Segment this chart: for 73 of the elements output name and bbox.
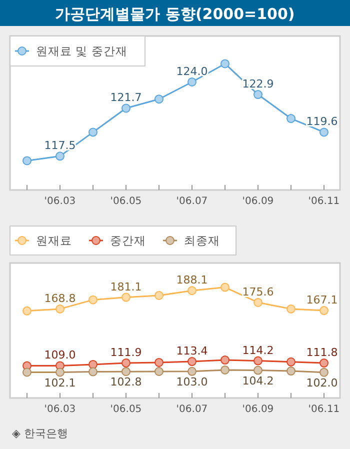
data-label: 117.5 [44,139,76,152]
point [286,304,296,314]
point [254,298,262,307]
data-label: 109.0 [44,348,76,362]
point [122,358,130,368]
data-label: 103.0 [176,375,208,388]
point [122,367,130,376]
point [88,128,98,137]
point [56,368,64,377]
x-tick-label: '06.09 [242,196,274,207]
point [220,282,230,292]
data-label: 167.1 [306,294,338,307]
data-label: 102.8 [110,376,142,389]
legend-label: 중간재 [110,234,146,248]
point [286,114,296,124]
data-label: 102.1 [44,376,76,390]
data-label: 181.1 [110,280,142,294]
point [286,366,296,376]
point [320,128,328,137]
data-label: 111.8 [306,346,338,360]
point [88,367,98,376]
point [22,306,32,316]
data-label: 102.0 [306,376,338,390]
text: ◈ 한국은행 [12,427,68,440]
point [56,304,64,314]
x-tick-label: '06.11 [308,404,340,415]
point [154,358,164,367]
x-tick-label: '06.07 [176,196,208,207]
point [56,152,64,161]
point [154,366,164,376]
point [188,286,196,296]
point [286,357,296,366]
data-label: 175.6 [242,285,274,298]
point [220,365,230,374]
point [220,356,230,365]
legend-label: 최종재 [184,234,220,248]
data-label: 121.7 [110,91,142,104]
point [22,368,32,377]
point [220,59,230,68]
point [254,366,262,375]
point [88,360,98,369]
x-tick-label: '06.05 [110,404,142,415]
chart-title: 가공단계별물가 동향(2000=100) [55,5,295,23]
point [122,104,130,113]
data-label: 124.0 [176,64,208,78]
point [22,156,32,166]
x-tick-label: '06.11 [308,196,340,207]
point [254,90,262,100]
point [188,357,196,366]
data-label: 113.4 [176,344,208,358]
x-tick-label: '06.05 [110,196,142,207]
point [320,358,328,368]
data-label: 104.2 [242,374,274,388]
x-tick-label: '06.03 [44,196,76,207]
x-tick-label: '06.07 [176,404,208,415]
point [154,94,164,104]
data-label: 114.2 [242,344,274,357]
x-tick-label: '06.09 [242,404,274,415]
data-label: 188.1 [176,274,208,287]
point [188,366,196,376]
point [188,77,196,86]
x-tick-label: '06.03 [44,404,76,415]
point [254,356,262,366]
data-label: 119.6 [306,115,338,128]
legend-label: 원재료 및 중간재 [36,44,128,58]
data-label: 168.8 [44,292,76,305]
point [88,295,98,304]
data-label: 111.9 [110,346,142,359]
point [320,306,328,316]
legend-label: 원재료 [36,234,72,248]
point [122,292,130,302]
point [320,368,328,377]
point [154,290,164,300]
